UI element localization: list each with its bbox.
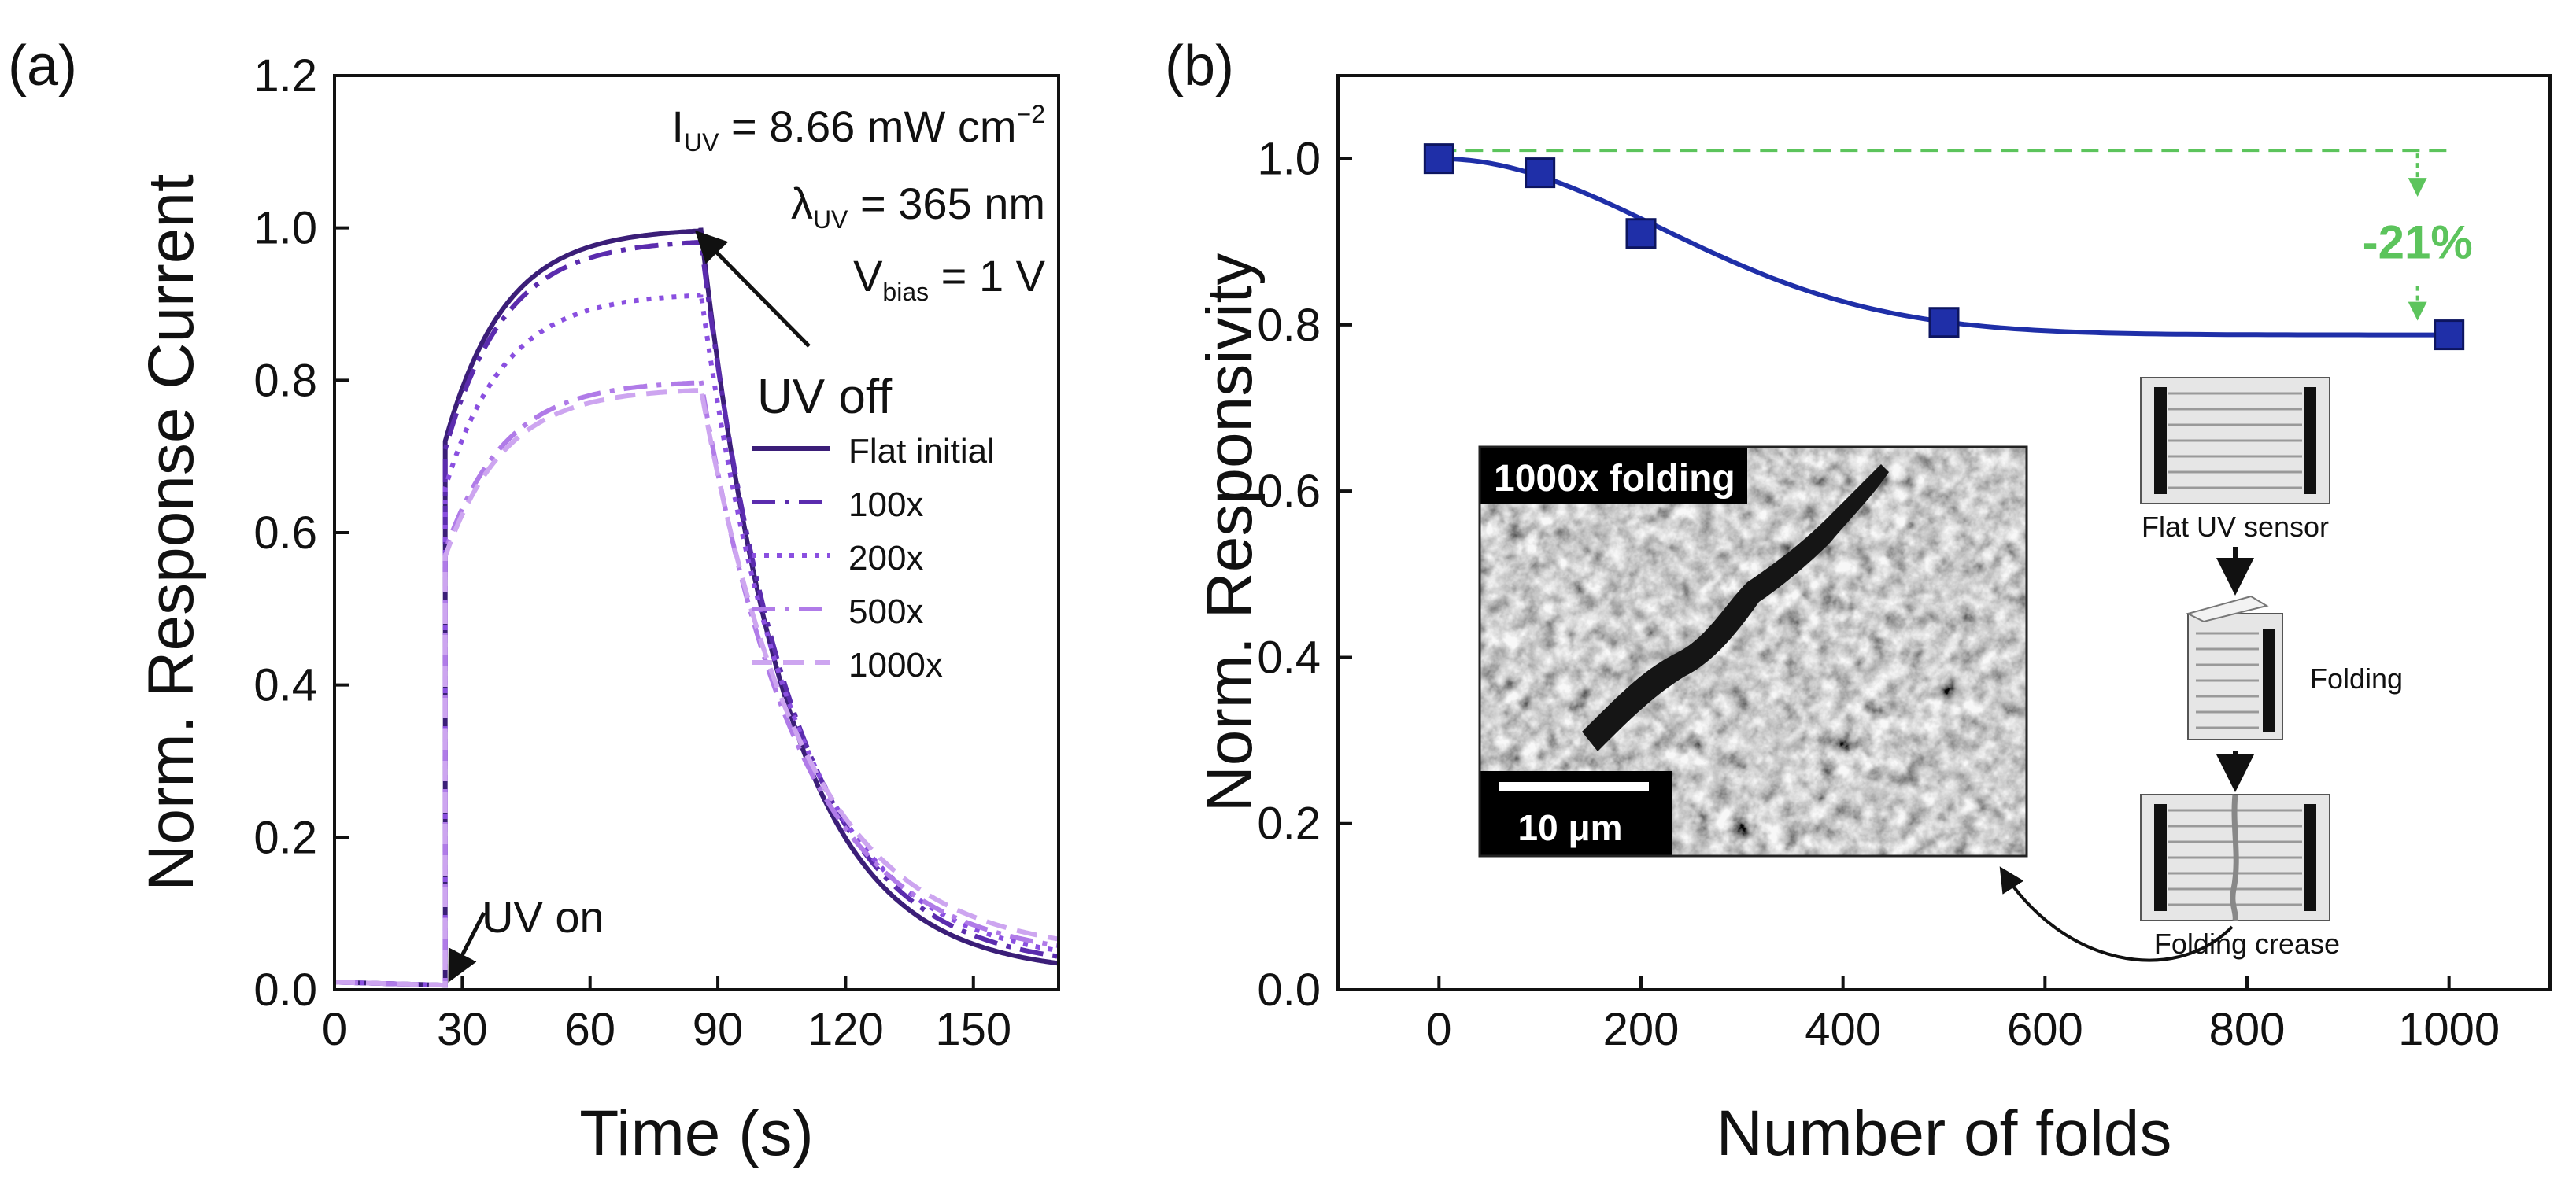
crease-sensor-electrode-right bbox=[2304, 804, 2316, 911]
x-tick-label-1: 30 bbox=[437, 1004, 488, 1055]
y-tick-label-3: 0.6 bbox=[253, 507, 317, 559]
b-y-tick-label-0: 0.0 bbox=[1257, 965, 1321, 1016]
crease-sensor-schematic: Folding crease bbox=[2140, 794, 2340, 960]
wavelength-condition: λUV = 365 nm bbox=[791, 179, 1045, 234]
panel-b-responsivity: (b) 0 200 400 600 800 10000.00.20.40.60.81.0 … bbox=[1165, 35, 2552, 1169]
sem-crack bbox=[1582, 464, 1889, 751]
sem-inset: 1000x folding 10 μm bbox=[1478, 445, 2028, 858]
panel-b-axes-frame bbox=[1336, 74, 2552, 991]
data-point-500 bbox=[1928, 307, 1960, 338]
data-point-1000 bbox=[2434, 319, 2465, 351]
legend-label-0: Flat initial bbox=[848, 432, 995, 470]
y-tick-label-6: 1.2 bbox=[253, 50, 317, 101]
y-tick-label-2: 0.4 bbox=[253, 660, 317, 711]
scale-bar-label: 10 μm bbox=[1518, 807, 1623, 848]
x-tick-label-5: 150 bbox=[935, 1004, 1011, 1055]
panel-a-legend: Flat initial 100x 200x 500x 1000x bbox=[752, 432, 995, 684]
sem-title: 1000x folding bbox=[1494, 458, 1735, 500]
legend-label-2: 200x bbox=[848, 539, 923, 577]
intensity-condition: IUV = 8.66 mW cm−2 bbox=[671, 100, 1045, 157]
folding-schematic: Folding bbox=[2186, 595, 2403, 740]
uv-on-annotation: UV on bbox=[482, 892, 604, 942]
panel-a-series-lines bbox=[334, 227, 1059, 988]
b-y-tick-label-1: 0.2 bbox=[1257, 799, 1321, 850]
panel-a-y-axis-label: Norm. Response Current bbox=[135, 174, 207, 891]
panel-b-x-axis-label: Number of folds bbox=[1717, 1098, 2172, 1169]
b-y-tick-label-4: 0.8 bbox=[1257, 300, 1321, 351]
panel-b-tick-labels: 0 200 400 600 800 1000 0.0 0.2 0.4 0.6 0.8 1.0 bbox=[1257, 134, 2500, 1055]
folding-electrode bbox=[2263, 629, 2275, 732]
uv-off-arrow bbox=[694, 230, 811, 348]
x-tick-label-2: 60 bbox=[564, 1004, 615, 1055]
b-x-tick-label-2: 400 bbox=[1805, 1004, 1881, 1055]
legend-label-4: 1000x bbox=[848, 646, 943, 684]
flat-sensor-label: Flat UV sensor bbox=[2142, 511, 2329, 543]
uv-off-annotation: UV off bbox=[757, 370, 893, 424]
x-tick-label-0: 0 bbox=[322, 1004, 347, 1055]
y-tick-label-0: 0.0 bbox=[253, 965, 317, 1016]
legend-label-3: 500x bbox=[848, 592, 923, 631]
series-line-1000x bbox=[334, 387, 1059, 988]
panel-b-y-axis-label: Norm. Responsivity bbox=[1194, 253, 1266, 813]
y-tick-label-4: 0.8 bbox=[253, 355, 317, 406]
y-tick-label-1: 0.2 bbox=[253, 812, 317, 863]
panel-a-tick-labels: 0 30 60 90 120 150 0.0 0.2 0.4 0.6 0.8 1.0 1.2 bbox=[253, 50, 1011, 1055]
b-y-tick-label-3: 0.6 bbox=[1257, 466, 1321, 517]
crease-to-sem-arrow bbox=[1999, 866, 2234, 962]
sem-border bbox=[1478, 445, 2028, 858]
panel-a-axes-frame bbox=[333, 74, 1060, 991]
folding-flap bbox=[2186, 595, 2269, 623]
fold-crease-line bbox=[2230, 794, 2239, 921]
x-tick-label-4: 120 bbox=[808, 1004, 884, 1055]
y-tick-label-5: 1.0 bbox=[253, 203, 317, 254]
flat-sensor-electrode-right bbox=[2304, 387, 2316, 494]
folding-fingers bbox=[2196, 632, 2259, 729]
panel-a-x-axis-label: Time (s) bbox=[579, 1098, 814, 1169]
b-x-tick-label-5: 1000 bbox=[2398, 1004, 2500, 1055]
folding-label: Folding bbox=[2310, 662, 2403, 695]
flat-sensor-schematic: Flat UV sensor bbox=[2140, 377, 2330, 543]
sem-title-background bbox=[1480, 447, 1747, 504]
b-x-tick-label-0: 0 bbox=[1426, 1004, 1451, 1055]
panel-a-response-current: (a) 0 30 60 90 120 150 0.0 0.2 0.4 0.6 0.8 1.0 1.2 T… bbox=[8, 35, 1060, 1169]
panel-a-label: (a) bbox=[8, 35, 77, 98]
data-point-0 bbox=[1423, 143, 1454, 175]
crease-sensor-electrode-left bbox=[2154, 804, 2167, 911]
panel-b-label: (b) bbox=[1165, 35, 1234, 98]
panel-b-ticks bbox=[1338, 157, 2451, 991]
b-x-tick-label-1: 200 bbox=[1603, 1004, 1680, 1055]
flat-sensor-fingers bbox=[2168, 392, 2302, 489]
b-y-tick-label-5: 1.0 bbox=[1257, 134, 1321, 185]
data-point-100 bbox=[1525, 157, 1556, 189]
b-x-tick-label-3: 600 bbox=[2007, 1004, 2083, 1055]
flat-sensor-electrode-left bbox=[2154, 387, 2167, 494]
panel-b-reference: -21% bbox=[1439, 149, 2473, 321]
data-point-200 bbox=[1625, 218, 1657, 249]
legend-label-1: 100x bbox=[848, 485, 923, 524]
series-line-100x bbox=[334, 238, 1059, 988]
b-x-tick-label-4: 800 bbox=[2209, 1004, 2286, 1055]
bias-condition: Vbias = 1 V bbox=[853, 251, 1046, 306]
b-y-tick-label-2: 0.4 bbox=[1257, 632, 1321, 683]
change-label: -21% bbox=[2363, 216, 2473, 268]
panel-b-series bbox=[1423, 143, 2465, 351]
uv-on-arrow bbox=[448, 911, 486, 983]
x-tick-label-3: 90 bbox=[693, 1004, 744, 1055]
